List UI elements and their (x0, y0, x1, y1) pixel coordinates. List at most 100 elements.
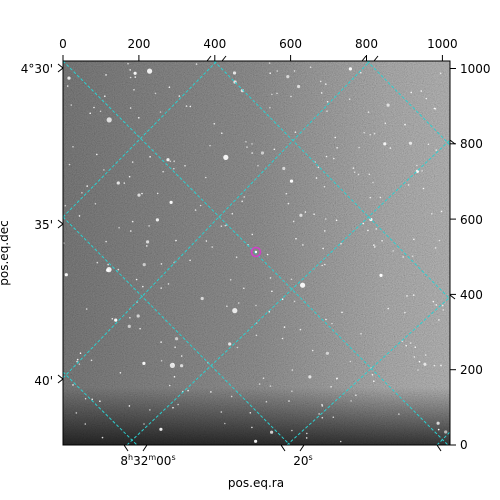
star (142, 285, 144, 288)
star (260, 151, 265, 155)
star (398, 413, 400, 415)
star (146, 240, 150, 244)
star (81, 192, 83, 194)
grid-line (63, 61, 371, 379)
star (255, 334, 258, 337)
grid-line (63, 371, 138, 445)
star (386, 103, 390, 107)
star (431, 213, 433, 215)
star (129, 317, 131, 319)
star (177, 403, 179, 406)
star (119, 372, 122, 374)
star (362, 222, 365, 225)
star (138, 117, 140, 119)
star (413, 238, 415, 241)
star-field (63, 62, 448, 443)
star (315, 177, 318, 179)
right-tick-label: 200 (460, 363, 483, 377)
star (268, 310, 271, 313)
star (205, 240, 208, 242)
star (101, 436, 104, 439)
star (291, 369, 294, 371)
star (348, 67, 352, 71)
star (160, 263, 163, 265)
star (336, 377, 338, 380)
star (439, 72, 442, 75)
star (270, 430, 274, 434)
star (286, 75, 290, 79)
star (440, 364, 442, 367)
star (321, 416, 324, 419)
star (340, 243, 342, 245)
star (333, 157, 335, 160)
star (373, 132, 376, 135)
star (154, 92, 157, 95)
star (306, 432, 308, 435)
star (373, 244, 375, 246)
star (414, 346, 417, 349)
star (324, 230, 326, 232)
star (209, 144, 211, 147)
star (231, 212, 234, 215)
star (367, 229, 369, 232)
star (444, 430, 448, 434)
star (79, 352, 82, 355)
star (96, 261, 99, 264)
grid-line (63, 61, 218, 218)
star (438, 239, 441, 242)
star (257, 164, 259, 167)
right-tick-label: 1000 (460, 62, 491, 76)
star (353, 171, 356, 174)
star (437, 428, 440, 431)
star (185, 105, 188, 107)
star (290, 95, 292, 98)
star (369, 134, 372, 136)
star (309, 66, 312, 68)
star (297, 84, 301, 89)
top-tick-label: 600 (279, 37, 302, 51)
star (174, 346, 176, 349)
star (66, 85, 69, 87)
star (413, 356, 416, 358)
star (148, 225, 150, 227)
star (269, 72, 272, 74)
star (379, 196, 382, 199)
star (425, 97, 428, 100)
star (276, 70, 279, 72)
star (373, 380, 375, 383)
grid-line (126, 139, 450, 445)
star (325, 218, 327, 220)
star (91, 398, 93, 401)
star (360, 333, 362, 335)
star (269, 385, 272, 387)
star (229, 279, 232, 281)
star (167, 283, 170, 285)
dec-tick-label: 35' (34, 218, 53, 232)
star (249, 412, 252, 414)
star (220, 225, 223, 227)
star (288, 400, 290, 402)
grid-line (436, 431, 450, 445)
star (226, 305, 228, 308)
star (173, 160, 175, 162)
star (433, 107, 436, 110)
star (237, 302, 240, 304)
star (67, 76, 71, 80)
star (320, 92, 323, 94)
star (404, 123, 406, 126)
star (367, 111, 370, 113)
star (131, 161, 134, 163)
star (326, 110, 328, 112)
star (281, 298, 284, 301)
star (268, 62, 271, 64)
star (106, 268, 110, 272)
star (282, 166, 286, 171)
star (134, 76, 137, 78)
star (64, 273, 68, 277)
star (205, 176, 207, 179)
star (117, 268, 120, 271)
star (224, 224, 227, 227)
star (422, 187, 425, 190)
star (175, 337, 179, 341)
